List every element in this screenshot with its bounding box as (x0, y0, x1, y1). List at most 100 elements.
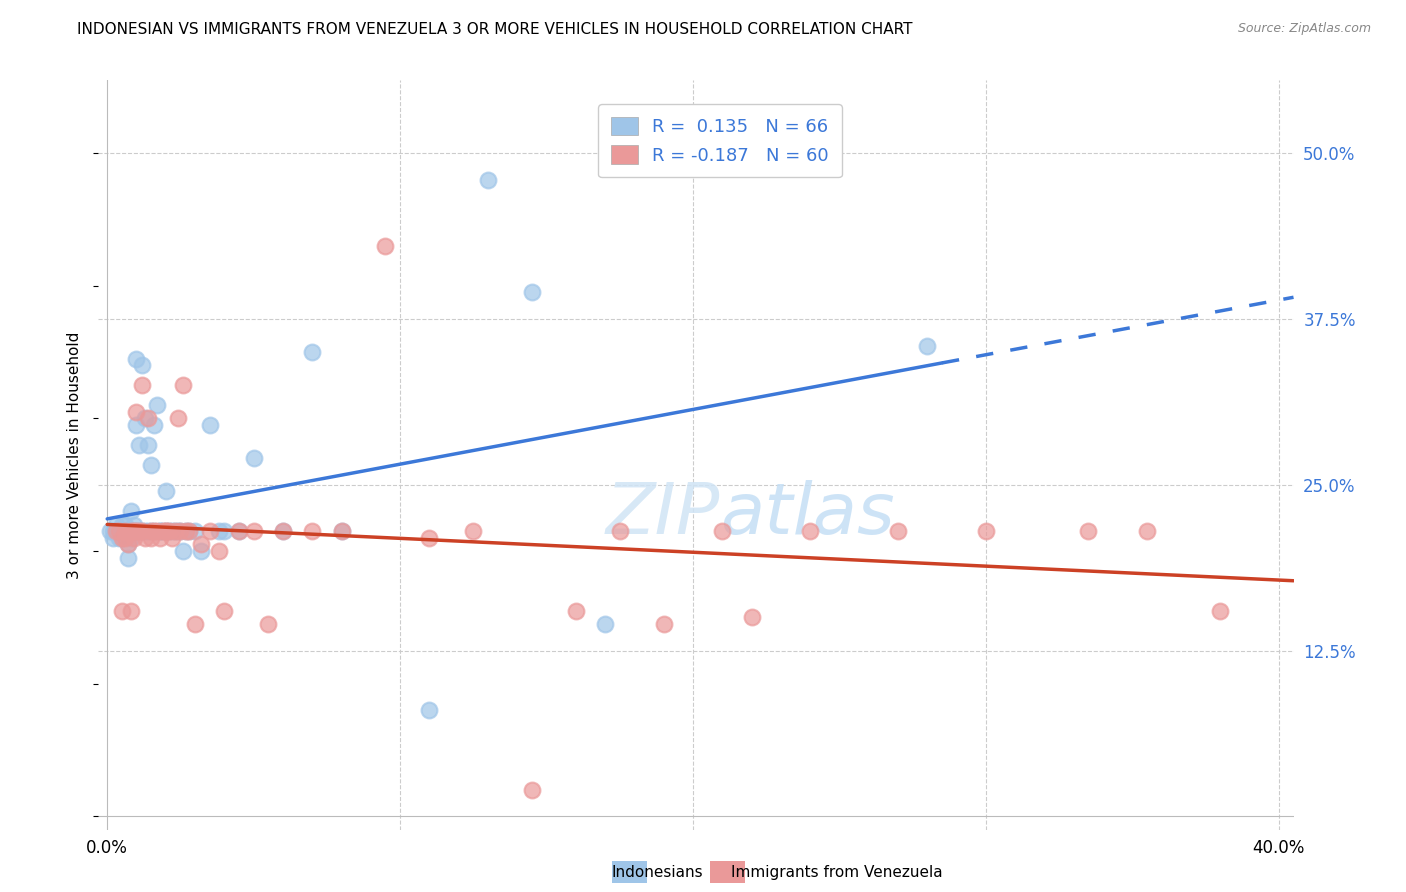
Point (157, 524, 180, 538)
Point (163, 524, 186, 538)
Point (214, 604, 236, 618)
Point (136, 411, 159, 425)
Text: INDONESIAN VS IMMIGRANTS FROM VENEZUELA 3 OR MORE VEHICLES IN HOUSEHOLD CORRELAT: INDONESIAN VS IMMIGRANTS FROM VENEZUELA … (77, 22, 912, 37)
Point (134, 524, 156, 538)
Legend: R =  0.135   N = 66, R = -0.187   N = 60: R = 0.135 N = 66, R = -0.187 N = 60 (598, 104, 842, 178)
Point (418, 703, 440, 717)
Point (108, 524, 131, 538)
Point (179, 524, 201, 538)
Point (101, 524, 124, 538)
Point (105, 524, 127, 538)
Point (174, 524, 197, 538)
Point (117, 550, 139, 565)
Point (172, 378, 194, 392)
Point (111, 517, 134, 532)
Point (141, 531, 163, 545)
Point (131, 524, 153, 538)
Point (111, 524, 134, 538)
Point (149, 531, 172, 545)
Point (125, 351, 148, 366)
Point (160, 524, 183, 538)
Point (207, 544, 229, 558)
Point (228, 524, 250, 538)
Y-axis label: 3 or more Vehicles in Household: 3 or more Vehicles in Household (67, 331, 83, 579)
Point (374, 239, 396, 253)
Point (198, 418, 221, 433)
Point (974, 524, 997, 538)
Point (136, 524, 159, 538)
Point (114, 524, 136, 538)
Point (105, 524, 127, 538)
Point (114, 524, 136, 538)
Point (111, 604, 134, 618)
Point (418, 531, 440, 545)
Point (169, 524, 191, 538)
Point (169, 524, 191, 538)
Point (174, 524, 197, 538)
Point (166, 524, 188, 538)
Point (149, 524, 172, 538)
Point (128, 524, 150, 538)
Point (179, 524, 201, 538)
Point (917, 338, 939, 352)
Point (125, 418, 148, 433)
Point (184, 617, 207, 632)
Point (141, 524, 163, 538)
Point (155, 524, 177, 538)
Point (125, 405, 148, 419)
Point (520, 782, 543, 797)
Point (301, 345, 323, 359)
Point (141, 524, 163, 538)
Point (160, 531, 183, 545)
Point (101, 531, 124, 545)
Point (114, 524, 136, 538)
Point (214, 524, 236, 538)
Point (131, 524, 153, 538)
Point (228, 524, 250, 538)
Point (143, 524, 166, 538)
Point (741, 610, 763, 624)
Point (128, 438, 150, 452)
Text: ZIP: ZIP (606, 481, 720, 549)
Point (111, 531, 134, 545)
Point (122, 531, 145, 545)
Point (131, 359, 153, 373)
Point (157, 524, 180, 538)
Point (122, 524, 145, 538)
Point (128, 524, 150, 538)
Point (149, 524, 172, 538)
Point (111, 531, 134, 545)
Point (799, 524, 821, 538)
Point (207, 524, 229, 538)
Point (593, 617, 616, 632)
Point (120, 524, 142, 538)
Point (1136, 524, 1159, 538)
Point (108, 524, 131, 538)
Point (120, 524, 142, 538)
Point (122, 517, 145, 532)
Point (120, 504, 142, 518)
Point (108, 524, 131, 538)
Point (184, 524, 207, 538)
Point (155, 484, 177, 499)
Point (143, 418, 166, 433)
Point (134, 531, 156, 545)
Point (146, 524, 169, 538)
Point (125, 524, 148, 538)
Point (105, 517, 127, 532)
Point (257, 617, 280, 632)
Point (155, 524, 177, 538)
Point (146, 398, 169, 412)
Point (271, 524, 294, 538)
Point (565, 604, 588, 618)
Point (609, 524, 631, 538)
Point (143, 524, 166, 538)
Point (301, 524, 323, 538)
Text: Immigrants from Venezuela: Immigrants from Venezuela (731, 865, 943, 880)
Point (463, 524, 485, 538)
Point (152, 524, 174, 538)
Point (114, 531, 136, 545)
Point (242, 524, 264, 538)
Point (166, 411, 188, 425)
Point (520, 285, 543, 300)
